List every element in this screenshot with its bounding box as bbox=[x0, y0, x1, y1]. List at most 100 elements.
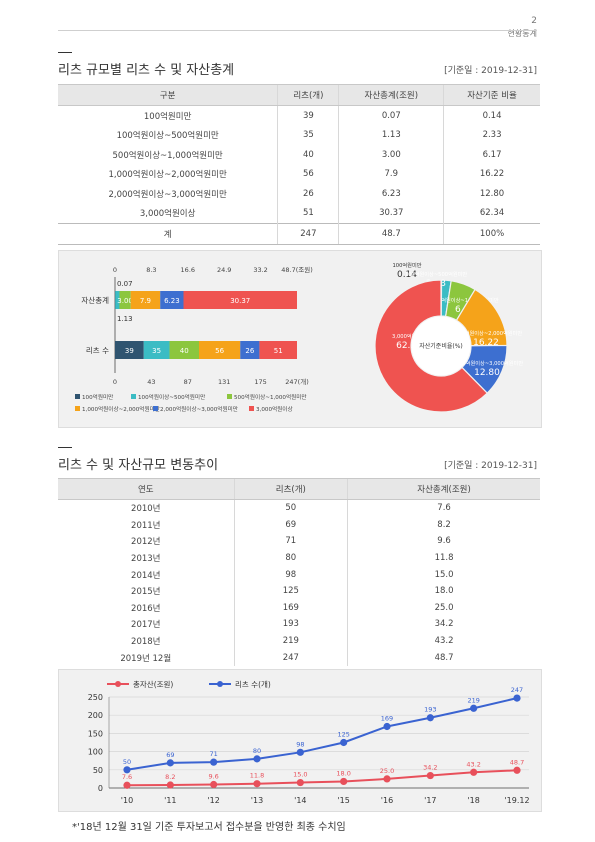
data-point bbox=[383, 775, 391, 783]
table-cell: 56 bbox=[277, 164, 339, 184]
table-cell: 12.80 bbox=[443, 184, 540, 204]
data-point bbox=[513, 694, 521, 702]
table-row: 3,000억원이상 51 30.37 62.34 bbox=[58, 203, 540, 224]
table-row: 2015년 125 18.0 bbox=[58, 582, 540, 600]
x-tick-label: '12 bbox=[207, 796, 219, 805]
table-cell: 100% bbox=[443, 223, 540, 245]
table-cell: 2.33 bbox=[443, 125, 540, 145]
table-cell: 51 bbox=[277, 203, 339, 224]
x-tick-label: '10 bbox=[121, 796, 133, 805]
table-row: 2016년 169 25.0 bbox=[58, 599, 540, 617]
legend-label: 1,000억원이상~2,000억원미만 bbox=[82, 405, 160, 413]
legend-label: 2,000억원이상~3,000억원미만 bbox=[160, 405, 238, 413]
legend-swatch bbox=[153, 406, 158, 411]
table-cell: 0.07 bbox=[338, 105, 444, 126]
bar-data-label: 40 bbox=[180, 347, 189, 355]
bar-segment bbox=[183, 291, 297, 309]
table-cell: 193 bbox=[233, 616, 348, 633]
donut-chart: 100억원미만0.14100억원이상~500억원미만2.33500억원이상~1,… bbox=[374, 261, 523, 413]
data-point bbox=[123, 766, 131, 774]
bar-segment bbox=[199, 341, 241, 359]
point-label: 193 bbox=[424, 706, 436, 714]
column-header: 구분 bbox=[58, 84, 278, 106]
size-chart-panel: 0 8.3 16.6 24.9 33.2 48.7(조원) 0 43 87 131 175 247(개… bbox=[58, 250, 542, 428]
table-cell: 7.9 bbox=[338, 164, 444, 184]
data-point bbox=[426, 771, 434, 780]
table-cell: 2018년 bbox=[131, 637, 161, 648]
bar-data-label: 39 bbox=[125, 347, 134, 355]
table-cell: 3.00 bbox=[338, 145, 444, 165]
table-row: 2013년 80 11.8 bbox=[58, 549, 540, 567]
y-tick-label: 200 bbox=[88, 711, 103, 720]
legend-swatch bbox=[75, 406, 80, 411]
bar-data-label: 0.07 bbox=[117, 280, 133, 288]
bar-segment bbox=[130, 291, 161, 309]
bar-segment bbox=[115, 341, 144, 359]
point-label: 71 bbox=[210, 750, 218, 758]
donut-slice bbox=[374, 279, 489, 413]
table-cell: 18.0 bbox=[347, 582, 540, 600]
point-label: 169 bbox=[381, 714, 393, 722]
table-cell: 35 bbox=[277, 125, 339, 145]
x-tick-label: '19.12 bbox=[504, 796, 529, 805]
data-point bbox=[210, 780, 218, 789]
slice-value-label: 12.80 bbox=[474, 368, 500, 378]
table-cell: 2016년 bbox=[131, 603, 161, 614]
table-cell: 48.7 bbox=[338, 223, 444, 245]
table-cell: 계 bbox=[58, 223, 278, 245]
data-point bbox=[296, 778, 304, 787]
data-point bbox=[166, 759, 174, 767]
data-point bbox=[383, 722, 391, 731]
point-label: 7.6 bbox=[122, 773, 132, 781]
x-tick-label: '15 bbox=[337, 796, 349, 805]
data-point bbox=[340, 777, 348, 786]
point-label: 50 bbox=[123, 758, 131, 766]
point-label: 247 bbox=[511, 686, 523, 694]
slice-name-label: 3,000억원이상 bbox=[392, 332, 426, 340]
table-cell: 50 bbox=[233, 499, 348, 517]
table-cell: 15.0 bbox=[347, 566, 540, 583]
data-point bbox=[340, 738, 348, 747]
donut-hole bbox=[411, 316, 471, 376]
point-label: 11.8 bbox=[250, 772, 264, 780]
y-tick-label: 250 bbox=[88, 693, 103, 702]
point-label: 80 bbox=[253, 747, 261, 755]
table-row: 100억원미만 39 0.07 0.14 bbox=[58, 105, 540, 126]
column-header: 자산기준 비율 bbox=[443, 84, 540, 106]
table-cell: 2013년 bbox=[131, 554, 161, 565]
bar-data-label: 26 bbox=[245, 347, 254, 355]
y-tick-label: 100 bbox=[88, 748, 103, 757]
slice-name-label: 2,000억원이상~3,000억원미만 bbox=[451, 359, 523, 367]
footnote: *'18년 12월 31일 기준 투자보고서 접수분을 반영한 최종 수치임 bbox=[72, 822, 346, 833]
bottom-axis-tick: 175 bbox=[254, 378, 266, 386]
reit-size-table: 구분 리츠(개) 자산총계(조원) 자산기준 비율 100억원미만 39 0.07 0.14… bbox=[58, 84, 540, 245]
x-tick-label: '11 bbox=[164, 796, 176, 805]
point-label: 43.2 bbox=[466, 760, 480, 768]
table-row: 2,000억원이상~3,000억원미만 26 6.23 12.80 bbox=[58, 184, 540, 204]
trend-chart-panel: 0 50 100 150 200 250 '10 '11 '12 '13 '14 '15 '16 '17 '… bbox=[58, 669, 542, 812]
section2-base-date: [기준일 : 2019-12-31] bbox=[444, 461, 537, 471]
data-point bbox=[210, 758, 218, 766]
table-cell: 2017년 bbox=[131, 620, 161, 631]
bottom-axis-tick: 0 bbox=[113, 378, 117, 386]
section1-base-date: [기준일 : 2019-12-31] bbox=[444, 66, 537, 76]
data-point bbox=[426, 714, 434, 722]
data-point bbox=[513, 766, 521, 774]
x-tick-label: '13 bbox=[251, 796, 263, 805]
table-cell: 100억원이상~500억원미만 bbox=[116, 131, 219, 142]
table-cell: 1.13 bbox=[338, 125, 444, 145]
point-label: 125 bbox=[337, 731, 349, 739]
column-header: 자산총계(조원) bbox=[338, 84, 444, 106]
bottom-axis-tick: 87 bbox=[184, 378, 192, 386]
legend-marker bbox=[217, 681, 223, 687]
point-label: 48.7 bbox=[510, 758, 524, 766]
table-cell: 43.2 bbox=[347, 632, 540, 650]
bar-category-label: 리츠 수 bbox=[86, 346, 109, 355]
table-cell: 2019년 12월 bbox=[120, 653, 172, 664]
trend-table: 연도 리츠(개) 자산총계(조원) 2010년 50 7.6 2011년 69 8.2 2012… bbox=[58, 478, 540, 666]
legend-swatch bbox=[131, 394, 136, 399]
column-header: 리츠(개) bbox=[233, 478, 348, 500]
bottom-axis-tick: 43 bbox=[147, 378, 155, 386]
bar-data-label: 30.37 bbox=[230, 297, 250, 305]
table-cell: 6.23 bbox=[338, 184, 444, 204]
